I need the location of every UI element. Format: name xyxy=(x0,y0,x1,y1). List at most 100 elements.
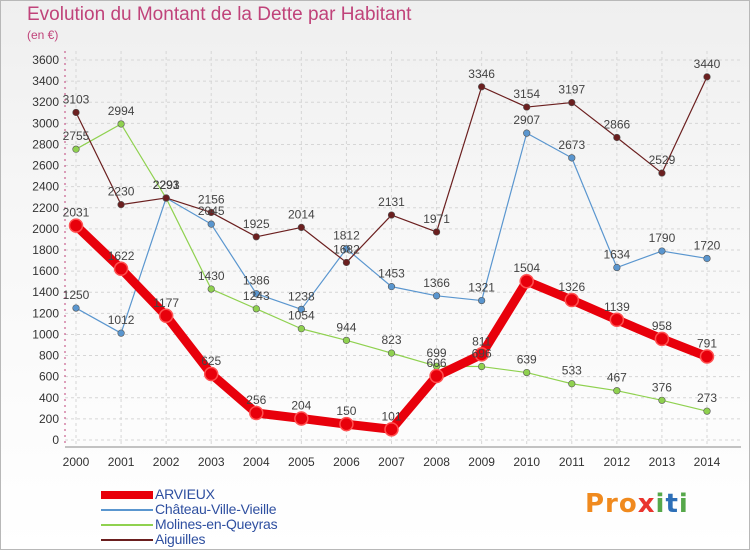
data-point-arvieux xyxy=(339,416,354,432)
data-point-molines-en-queyras xyxy=(613,387,621,395)
data-label-chateau-ville-vieille: 1012 xyxy=(108,313,135,327)
data-label-aiguilles: 2014 xyxy=(288,207,315,221)
data-point-chateau-ville-vieille xyxy=(252,290,260,298)
data-point-chateau-ville-vieille xyxy=(703,254,711,263)
x-tick-label: 2011 xyxy=(559,455,585,469)
x-tick-label: 2010 xyxy=(513,455,540,469)
data-point-arvieux xyxy=(699,349,715,364)
data-label-aiguilles: 1971 xyxy=(423,212,450,226)
data-point-arvieux xyxy=(609,312,625,328)
data-point-chateau-ville-vieille xyxy=(658,247,666,255)
x-tick-label: 2013 xyxy=(649,455,676,469)
data-point-chateau-ville-vieille xyxy=(523,129,531,137)
data-point-aiguilles xyxy=(568,98,576,107)
data-label-arvieux: 625 xyxy=(201,354,221,368)
data-point-aiguilles xyxy=(297,223,305,232)
data-point-aiguilles xyxy=(432,228,441,236)
data-label-aiguilles: 3346 xyxy=(468,67,495,81)
data-label-chateau-ville-vieille: 2673 xyxy=(558,138,585,152)
x-tick-label: 2003 xyxy=(198,455,225,469)
legend-swatch xyxy=(101,491,153,499)
data-label-arvieux: 1139 xyxy=(604,300,630,314)
data-label-molines-en-queyras: 376 xyxy=(652,380,672,394)
x-tick-label: 2014 xyxy=(694,455,721,469)
legend-label: Château-Ville-Vieille xyxy=(155,501,277,517)
data-label-aiguilles: 2131 xyxy=(378,195,405,209)
data-label-arvieux: 1622 xyxy=(108,249,135,263)
data-label-molines-en-queyras: 639 xyxy=(517,353,537,367)
data-point-molines-en-queyras xyxy=(387,349,396,357)
data-label-arvieux: 1504 xyxy=(513,261,540,275)
legend-label: ARVIEUX xyxy=(155,486,215,502)
data-point-molines-en-queyras xyxy=(703,407,711,415)
x-tick-label: 2000 xyxy=(63,455,90,469)
proxiti-logo: Proxiti xyxy=(585,489,689,519)
data-label-molines-en-queyras: 1054 xyxy=(288,309,315,323)
data-label-molines-en-queyras: 2994 xyxy=(108,104,135,118)
y-tick-label: 1200 xyxy=(32,306,59,320)
data-label-chateau-ville-vieille: 1812 xyxy=(333,229,360,243)
data-point-aiguilles xyxy=(523,103,531,111)
y-tick-label: 1000 xyxy=(32,327,59,341)
data-label-molines-en-queyras: 823 xyxy=(381,333,401,347)
data-point-aiguilles xyxy=(478,83,486,91)
data-label-chateau-ville-vieille: 1250 xyxy=(63,288,90,302)
data-label-chateau-ville-vieille: 1386 xyxy=(243,274,270,288)
data-point-molines-en-queyras xyxy=(342,336,351,344)
series-line-aiguilles xyxy=(75,76,708,264)
data-label-chateau-ville-vieille: 1238 xyxy=(288,289,315,303)
y-tick-label: 2400 xyxy=(32,180,59,194)
data-label-aiguilles: 3197 xyxy=(558,83,585,97)
y-tick-label: 3200 xyxy=(32,95,59,109)
y-tick-label: 2000 xyxy=(32,222,59,236)
data-label-arvieux: 204 xyxy=(291,398,311,412)
data-label-chateau-ville-vieille: 1790 xyxy=(649,231,676,245)
x-tick-label: 2001 xyxy=(108,455,135,469)
data-point-arvieux xyxy=(654,331,670,347)
data-point-arvieux xyxy=(519,273,534,289)
y-tick-label: 3600 xyxy=(32,53,59,67)
data-label-aiguilles: 1925 xyxy=(243,217,270,231)
data-label-arvieux: 958 xyxy=(652,319,672,333)
x-tick-label: 2006 xyxy=(333,455,360,469)
data-label-molines-en-queyras: 2291 xyxy=(153,178,180,192)
data-point-molines-en-queyras xyxy=(658,396,666,404)
data-label-molines-en-queyras: 1243 xyxy=(243,289,270,303)
data-label-arvieux: 811 xyxy=(472,334,491,348)
data-point-aiguilles xyxy=(387,211,396,219)
data-point-chateau-ville-vieille xyxy=(72,304,80,312)
data-point-arvieux xyxy=(429,368,444,384)
y-tick-label: 2200 xyxy=(32,201,59,215)
data-point-aiguilles xyxy=(117,201,125,209)
data-point-arvieux xyxy=(294,411,309,426)
data-label-arvieux: 606 xyxy=(427,356,447,370)
data-point-aiguilles xyxy=(72,108,80,117)
data-point-aiguilles xyxy=(252,233,260,241)
data-point-arvieux xyxy=(564,292,580,308)
data-label-arvieux: 2031 xyxy=(63,206,90,220)
data-label-chateau-ville-vieille: 2045 xyxy=(198,204,225,218)
data-point-arvieux xyxy=(203,366,219,382)
data-label-molines-en-queyras: 273 xyxy=(697,391,717,405)
data-label-molines-en-queyras: 533 xyxy=(562,364,582,378)
data-point-molines-en-queyras xyxy=(117,120,125,128)
data-label-aiguilles: 2156 xyxy=(198,192,225,206)
data-label-arvieux: 150 xyxy=(336,404,356,418)
data-point-arvieux xyxy=(158,308,174,324)
data-point-chateau-ville-vieille xyxy=(297,305,305,313)
data-label-molines-en-queyras: 699 xyxy=(427,346,447,360)
data-label-chateau-ville-vieille: 2907 xyxy=(513,113,540,127)
y-tick-label: 200 xyxy=(39,412,59,426)
data-label-chateau-ville-vieille: 1634 xyxy=(604,248,631,262)
data-point-chateau-ville-vieille xyxy=(613,263,621,272)
data-label-arvieux: 1326 xyxy=(558,280,585,294)
y-tick-label: 1800 xyxy=(32,243,59,257)
y-tick-label: 0 xyxy=(52,433,59,447)
y-tick-label: 3400 xyxy=(32,74,59,88)
data-label-aiguilles: 2866 xyxy=(604,117,631,131)
y-tick-label: 1600 xyxy=(32,264,59,278)
chart-subtitle: (en €) xyxy=(27,28,59,42)
data-label-arvieux: 791 xyxy=(697,337,717,351)
data-label-molines-en-queyras: 1430 xyxy=(198,269,225,283)
